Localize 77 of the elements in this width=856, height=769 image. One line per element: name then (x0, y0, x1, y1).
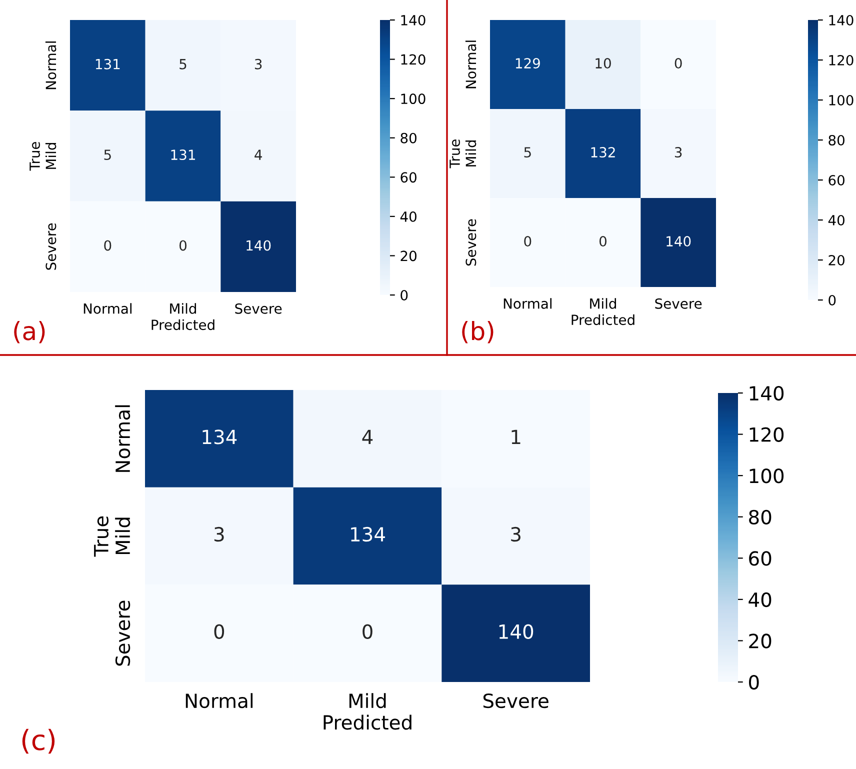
y-axis-title: True (450, 139, 460, 168)
text: (b) (462, 321, 494, 344)
y-tick-label: Normal (115, 405, 130, 472)
color-bar-label: 80 (828, 134, 844, 146)
data-label: 3 (511, 526, 520, 542)
y-tick-label: Mild (115, 518, 130, 554)
data-label: 0 (362, 624, 372, 639)
color-bar-label: 0 (828, 294, 836, 306)
y-tick-label: Severe (115, 600, 130, 666)
data-label: 3 (214, 526, 224, 542)
color-bar-label: 100 (750, 468, 784, 484)
data-label: 131 (96, 58, 120, 70)
x-axis-title: Predicted (152, 319, 214, 330)
data-label: 1 (512, 430, 520, 444)
color-bar-label: 140 (750, 386, 784, 401)
color-bar-label: 100 (829, 94, 854, 106)
data-label: 5 (180, 59, 186, 70)
color-bar-label: 60 (400, 172, 416, 183)
color-bar-label: 120 (401, 54, 426, 65)
x-tick-label: Normal (186, 693, 253, 708)
data-label: 129 (516, 58, 540, 69)
data-label: 4 (254, 150, 262, 160)
y-tick-label: Severe (466, 219, 476, 266)
color-bar-label: 40 (748, 592, 772, 608)
x-tick-label: Severe (235, 303, 282, 314)
color-bar-label: 140 (401, 14, 426, 26)
y-tick-label: Normal (465, 40, 476, 88)
x-tick-label: Severe (655, 298, 702, 309)
color-bar-label: 0 (400, 290, 408, 300)
y-tick-label: Mild (45, 143, 56, 169)
data-label: 10 (596, 58, 611, 69)
x-tick-label: Normal (504, 298, 552, 309)
color-bar-label: 140 (829, 14, 854, 26)
color-bar-label: 120 (829, 54, 854, 66)
data-label: 132 (591, 147, 615, 158)
data-label: 0 (179, 240, 186, 251)
color-bar-label: 120 (750, 427, 784, 442)
data-label: 4 (362, 430, 373, 444)
data-label: 134 (351, 526, 385, 542)
x-axis-title: Predicted (572, 314, 634, 326)
y-tick-label: Normal (45, 42, 56, 90)
x-tick-label: Mild (170, 303, 196, 314)
color-bar-label: 20 (749, 634, 772, 648)
color-bar-label: 60 (828, 174, 844, 186)
color-bar-label: 0 (749, 674, 759, 690)
data-label: 5 (104, 150, 111, 160)
data-label: 5 (524, 147, 531, 158)
x-tick-label: Severe (483, 693, 548, 708)
y-axis-title: True (94, 516, 109, 557)
color-bar-label: 60 (749, 551, 772, 566)
data-label: 0 (524, 236, 532, 247)
y-axis-title: True (30, 142, 40, 171)
data-label: 0 (214, 624, 224, 639)
data-label: 3 (674, 147, 682, 158)
data-label: 140 (246, 240, 271, 251)
x-axis-title: Predicted (324, 714, 412, 730)
text: (a) (14, 321, 45, 344)
data-label: 131 (171, 150, 195, 160)
x-tick-label: Mild (590, 298, 616, 309)
color-bar-label: 80 (749, 510, 772, 525)
color-bar-label: 20 (828, 254, 844, 266)
data-label: 0 (104, 240, 112, 251)
data-label: 140 (499, 624, 534, 639)
color-bar-label: 40 (400, 211, 416, 222)
color-bar-label: 80 (400, 132, 416, 144)
data-label: 0 (674, 58, 682, 69)
x-tick-label: Mild (349, 693, 386, 708)
text: (c) (22, 728, 55, 754)
data-label: 140 (666, 236, 691, 247)
y-tick-label: Severe (46, 223, 56, 270)
color-bar-label: 40 (828, 214, 844, 226)
data-label: 134 (202, 430, 237, 444)
color-bar-label: 20 (400, 250, 416, 262)
data-label: 3 (254, 58, 262, 70)
data-label: 0 (599, 236, 606, 247)
y-tick-label: Mild (465, 140, 476, 166)
color-bar-label: 100 (401, 94, 426, 104)
